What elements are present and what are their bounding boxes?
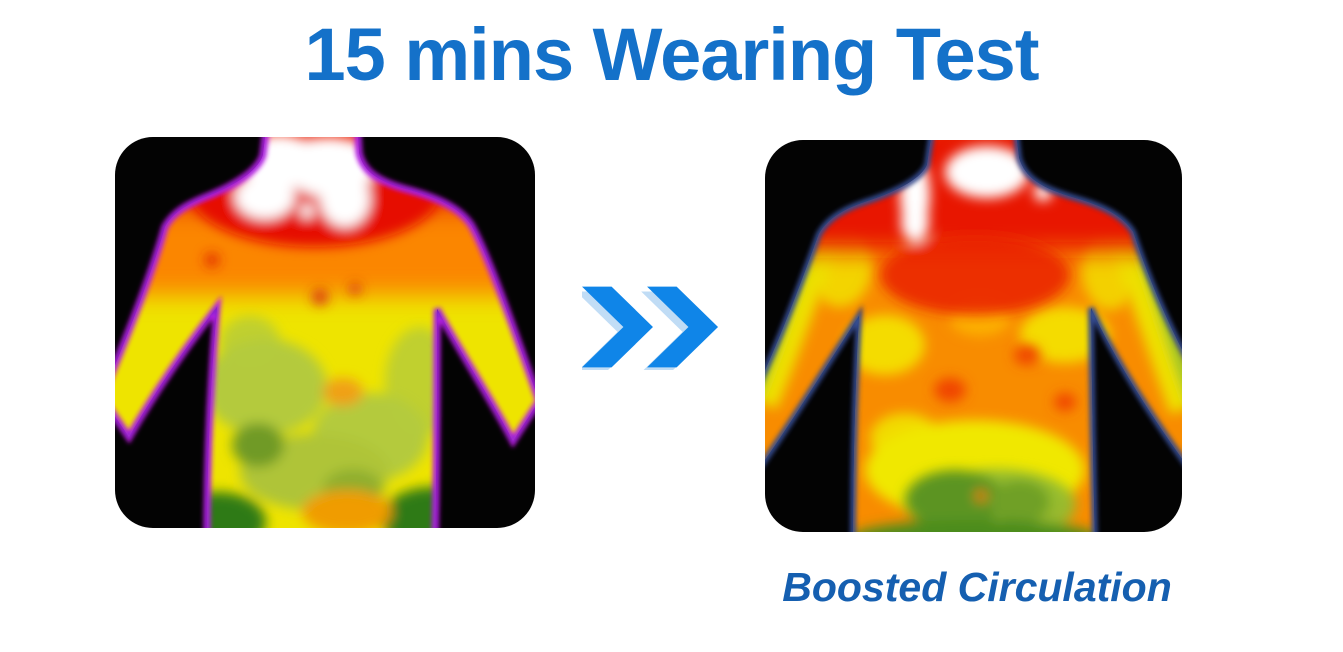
thermal-before-graphic [115, 137, 535, 528]
thermal-image-before [115, 137, 535, 528]
double-chevron-right-icon [576, 284, 720, 373]
thermal-after-graphic [765, 140, 1182, 532]
boosted-circulation-caption: Boosted Circulation [782, 564, 1172, 610]
thermal-image-after [765, 140, 1182, 532]
page-title: 15 mins Wearing Test [304, 13, 1040, 96]
